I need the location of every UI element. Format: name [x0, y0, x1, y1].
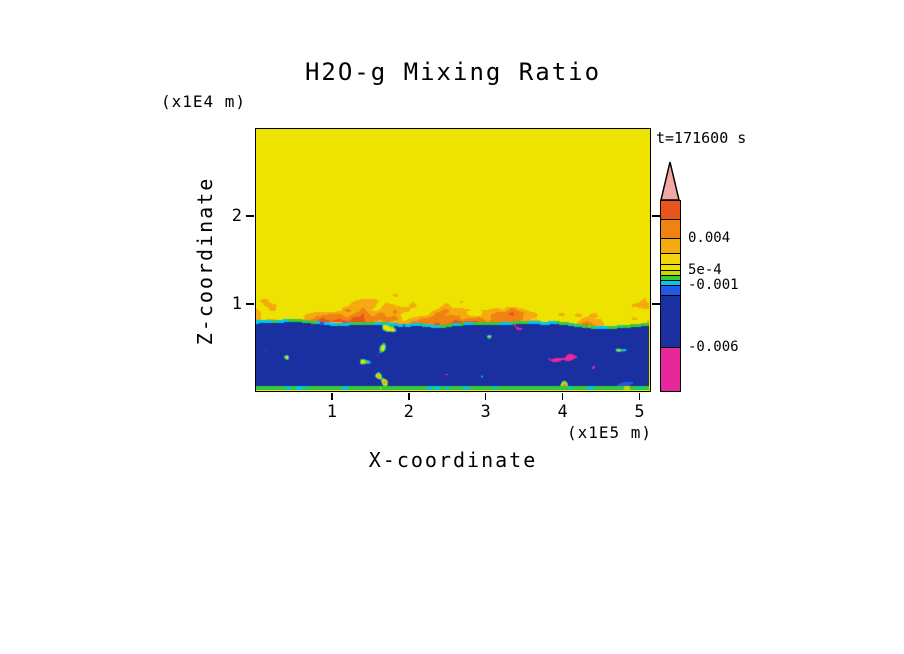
z-tick-mark-right: [652, 303, 660, 305]
colorbar-segment: [661, 348, 680, 391]
colorbar-tick-label: 0.004: [688, 230, 731, 246]
x-tick-label: 5: [634, 402, 645, 422]
z-axis-unit: (x1E4 m): [161, 92, 247, 111]
colorbar-segment: [661, 281, 680, 286]
x-axis-label: X-coordinate: [368, 448, 538, 472]
x-tick-mark: [408, 393, 410, 400]
x-tick-label: 4: [557, 402, 568, 422]
contour-field-canvas: [256, 129, 649, 390]
x-tick-mark: [484, 393, 487, 400]
colorbar-segment: [661, 239, 680, 254]
colorbar-segment: [661, 201, 680, 220]
colorbar-tick-label: -0.006: [688, 339, 739, 355]
x-tick-label: 1: [326, 402, 338, 422]
x-tick-mark: [331, 393, 333, 400]
z-tick-mark: [246, 303, 254, 305]
z-axis-label: Z-coordinate: [193, 176, 217, 346]
colorbar-arrow-icon: [659, 161, 681, 201]
x-tick-label: 3: [480, 402, 491, 422]
colorbar: [660, 200, 681, 392]
colorbar-arrow-shape: [660, 161, 680, 201]
colorbar-segment: [661, 271, 680, 276]
x-axis-unit: (x1E5 m): [566, 423, 652, 442]
colorbar-segment: [661, 276, 680, 281]
colorbar-segment: [661, 286, 680, 296]
x-tick-label: 2: [403, 402, 414, 422]
colorbar-tick-label: 5e-4: [688, 262, 722, 278]
colorbar-tick-label: -0.001: [688, 277, 739, 293]
time-label: t=171600 s: [656, 129, 747, 147]
x-tick-mark: [561, 393, 564, 400]
plot-frame: [255, 128, 651, 392]
plot-title: H2O-g Mixing Ratio: [304, 58, 602, 86]
colorbar-segment: [661, 265, 680, 271]
colorbar-segment: [661, 296, 680, 348]
colorbar-segment: [661, 220, 680, 239]
x-tick-mark: [638, 393, 641, 400]
colorbar-segment: [661, 254, 680, 265]
z-tick-label: 1: [231, 294, 242, 314]
z-tick-mark-right: [652, 215, 660, 217]
z-tick-label: 2: [231, 206, 242, 226]
z-tick-mark: [246, 215, 254, 217]
